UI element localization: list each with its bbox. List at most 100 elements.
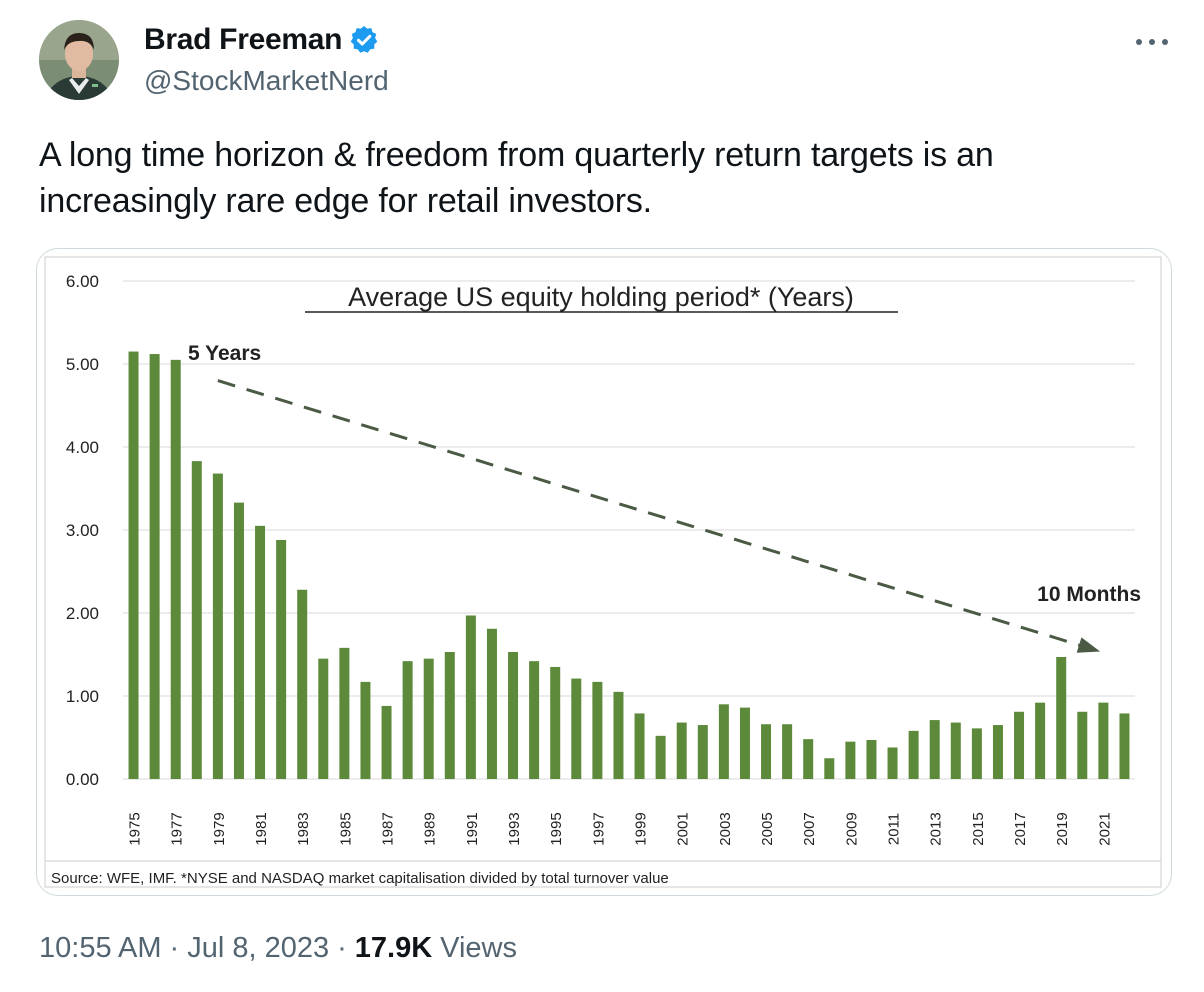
x-tick-label: 1979 xyxy=(211,812,228,845)
bar xyxy=(255,525,266,779)
x-tick-label: 2015 xyxy=(970,812,987,845)
tweet-date[interactable]: Jul 8, 2023 xyxy=(187,932,330,964)
bar xyxy=(191,461,202,779)
bar xyxy=(697,725,708,779)
bar xyxy=(233,502,244,779)
source-note: Source: WFE, IMF. *NYSE and NASDAQ marke… xyxy=(51,870,669,887)
bar xyxy=(170,359,181,779)
bar xyxy=(1056,656,1067,779)
bar xyxy=(634,713,645,779)
author-name-row: Brad Freeman xyxy=(144,22,380,58)
bar xyxy=(318,658,329,779)
y-tick-label: 4.00 xyxy=(66,438,99,457)
x-tick-label: 1999 xyxy=(633,812,650,845)
bar xyxy=(803,739,814,779)
tweet-media-chart[interactable]: 0.00 1.00 2.00 3.00 4.00 5.00 6.00 1975 1977 1979… xyxy=(36,248,1172,896)
more-horizontal-icon[interactable] xyxy=(1130,30,1174,54)
bar xyxy=(655,735,666,779)
x-tick-label: 2007 xyxy=(801,812,818,845)
x-tick-label: 1995 xyxy=(548,812,565,845)
y-tick-label: 1.00 xyxy=(66,687,99,706)
bar xyxy=(739,707,750,779)
x-tick-label: 2019 xyxy=(1054,812,1071,845)
y-tick-label: 5.00 xyxy=(66,355,99,374)
bar xyxy=(402,661,413,779)
y-tick-label: 6.00 xyxy=(66,272,99,291)
verified-badge-icon xyxy=(350,26,378,53)
x-tick-label: 1997 xyxy=(590,812,607,845)
bar xyxy=(276,539,287,779)
bar xyxy=(782,724,793,779)
author-name[interactable]: Brad Freeman xyxy=(144,23,343,56)
bar xyxy=(571,678,582,779)
bar xyxy=(845,741,856,779)
bar xyxy=(508,652,519,779)
bar xyxy=(529,661,540,779)
y-tick-label: 2.00 xyxy=(66,604,99,623)
views-label: Views xyxy=(440,932,517,964)
bar xyxy=(971,728,982,779)
x-tick-label: 1987 xyxy=(380,812,397,845)
x-tick-label: 2005 xyxy=(759,812,776,845)
x-tick-label: 2021 xyxy=(1096,812,1113,845)
x-tick-label: 1985 xyxy=(337,812,354,845)
views-count: 17.9K xyxy=(354,932,433,964)
bar xyxy=(550,666,561,779)
trend-arrow-line xyxy=(217,379,1097,652)
avatar[interactable] xyxy=(39,20,119,100)
author-handle[interactable]: @StockMarketNerd xyxy=(144,65,389,96)
x-tick-label: 1991 xyxy=(464,812,481,845)
bar xyxy=(992,725,1003,779)
bar xyxy=(866,739,877,779)
tweet-meta: 10:55 AM · Jul 8, 2023 · 17.9K Views xyxy=(39,928,517,968)
bar xyxy=(1035,702,1046,779)
avatar-image xyxy=(39,20,119,100)
tweet-time[interactable]: 10:55 AM xyxy=(39,932,162,964)
bar xyxy=(592,681,603,779)
bar xyxy=(444,652,455,779)
bar xyxy=(465,615,476,779)
x-tick-label: 2009 xyxy=(843,812,860,845)
x-tick-label: 1977 xyxy=(169,812,186,845)
x-tick-label: 2003 xyxy=(717,812,734,845)
meta-separator: · xyxy=(337,932,347,964)
y-tick-label: 0.00 xyxy=(66,770,99,789)
bar xyxy=(423,658,434,779)
annotation-end: 10 Months xyxy=(1037,583,1141,606)
bar xyxy=(950,722,961,779)
bar xyxy=(761,724,772,779)
x-tick-label: 2011 xyxy=(886,813,903,845)
bar xyxy=(613,691,624,779)
x-tick-label: 2013 xyxy=(928,812,945,845)
bar xyxy=(297,589,308,779)
x-tick-label: 1975 xyxy=(127,812,144,845)
bar xyxy=(339,647,350,779)
bar xyxy=(212,473,223,779)
bar xyxy=(360,681,371,779)
x-tick-label: 2017 xyxy=(1012,812,1029,845)
bar xyxy=(1119,713,1130,779)
meta-separator: · xyxy=(169,932,180,964)
bar xyxy=(676,722,687,779)
x-tick-label: 2001 xyxy=(675,812,692,845)
bar xyxy=(824,758,835,779)
bar xyxy=(486,628,497,779)
x-tick-label: 1983 xyxy=(295,812,312,845)
x-tick-label: 1989 xyxy=(422,812,439,845)
bar xyxy=(149,354,160,779)
bar xyxy=(1077,711,1088,779)
y-tick-label: 3.00 xyxy=(66,521,99,540)
x-tick-label: 1993 xyxy=(506,812,523,845)
chart-frame xyxy=(44,256,1162,888)
bar xyxy=(929,720,940,779)
bar xyxy=(908,730,919,779)
trend-arrow-head xyxy=(1076,637,1101,653)
bar xyxy=(1098,702,1109,779)
bar xyxy=(1014,711,1025,779)
annotation-start: 5 Years xyxy=(188,342,261,365)
tweet-text: A long time horizon & freedom from quart… xyxy=(39,136,994,220)
bar-chart: 0.00 1.00 2.00 3.00 4.00 5.00 6.00 1975 1977 1979… xyxy=(44,256,1162,888)
x-tick-label: 1981 xyxy=(253,812,270,845)
bar xyxy=(128,351,139,779)
bar xyxy=(718,704,729,779)
